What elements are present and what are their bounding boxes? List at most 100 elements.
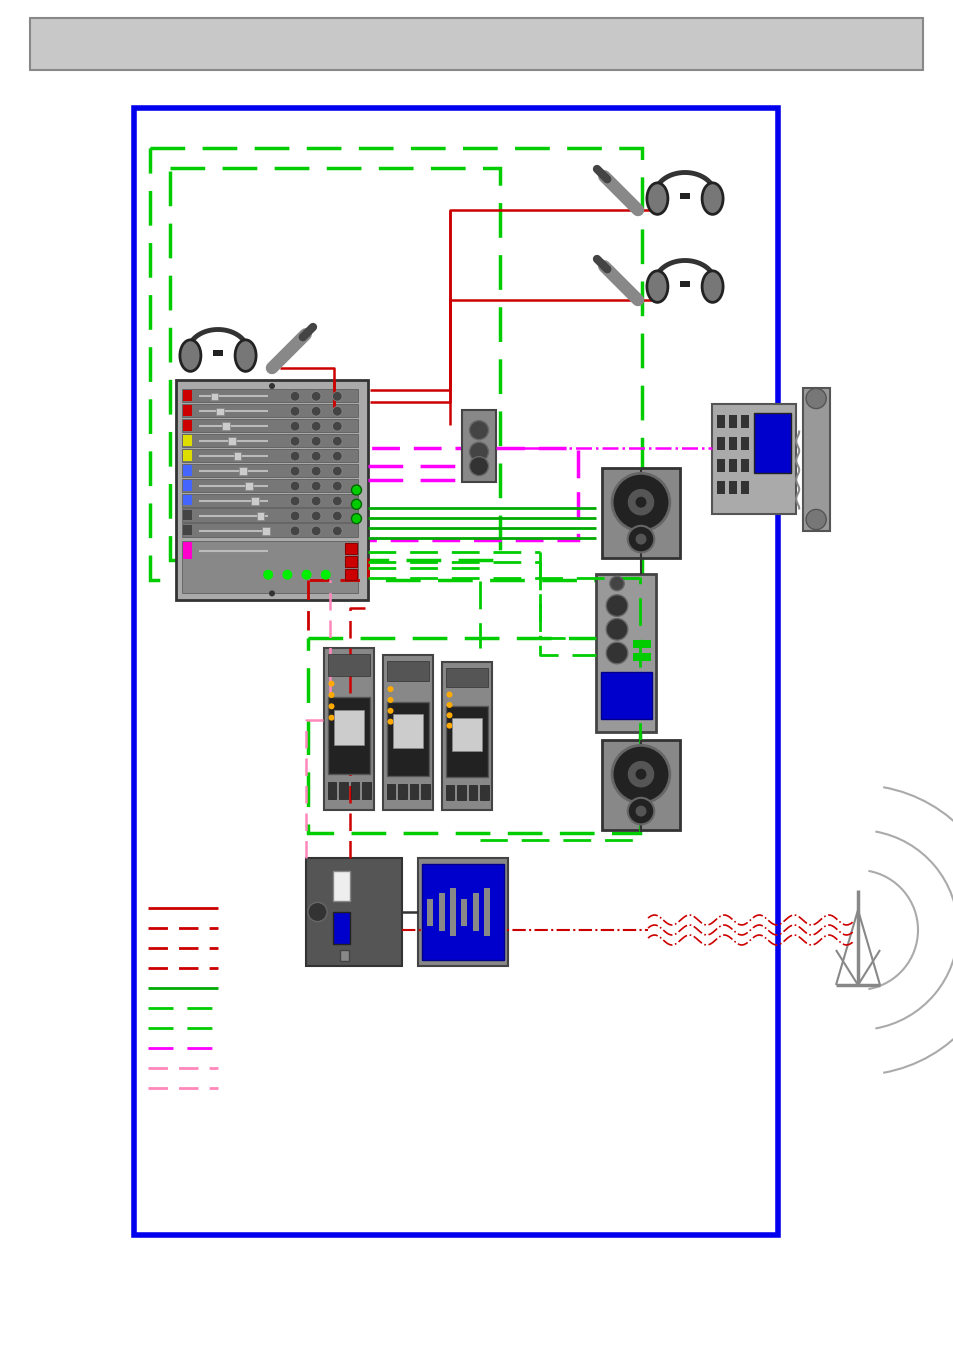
Circle shape xyxy=(290,422,299,431)
Bar xyxy=(452,719,481,751)
Bar xyxy=(183,420,192,431)
Bar xyxy=(306,858,401,966)
Bar xyxy=(480,785,489,800)
Bar xyxy=(393,713,422,748)
Circle shape xyxy=(446,703,452,708)
Bar xyxy=(601,467,679,558)
Bar xyxy=(339,950,349,961)
Bar xyxy=(410,784,418,800)
Circle shape xyxy=(290,511,299,520)
Bar xyxy=(446,667,488,688)
Circle shape xyxy=(311,481,320,490)
Circle shape xyxy=(635,769,646,780)
Bar xyxy=(728,415,737,428)
Circle shape xyxy=(387,697,393,703)
Circle shape xyxy=(311,511,320,520)
Circle shape xyxy=(635,805,646,816)
Circle shape xyxy=(612,473,669,531)
Bar xyxy=(182,508,358,521)
Circle shape xyxy=(605,594,627,616)
Bar xyxy=(256,512,264,520)
Bar xyxy=(308,638,639,834)
Bar xyxy=(183,465,192,476)
Circle shape xyxy=(290,496,299,505)
Circle shape xyxy=(387,719,393,724)
Bar xyxy=(446,785,454,800)
Circle shape xyxy=(333,407,342,416)
Bar xyxy=(333,871,350,901)
Bar xyxy=(740,459,748,473)
Bar xyxy=(345,543,357,554)
Bar xyxy=(469,785,477,800)
Bar xyxy=(216,408,224,415)
Circle shape xyxy=(290,407,299,416)
Bar xyxy=(728,481,737,494)
Circle shape xyxy=(311,496,320,505)
Circle shape xyxy=(609,577,623,590)
Bar xyxy=(711,404,795,513)
Circle shape xyxy=(612,746,669,802)
Bar xyxy=(438,893,444,931)
Circle shape xyxy=(333,511,342,520)
Circle shape xyxy=(263,570,273,580)
Bar xyxy=(362,782,371,798)
Bar xyxy=(427,898,433,925)
Ellipse shape xyxy=(180,340,201,372)
Bar xyxy=(740,415,748,428)
Circle shape xyxy=(333,481,342,490)
Circle shape xyxy=(627,798,654,824)
Bar xyxy=(213,350,223,357)
Ellipse shape xyxy=(701,182,722,215)
Bar xyxy=(211,393,218,400)
Bar xyxy=(182,540,358,593)
Bar xyxy=(472,893,478,931)
Bar xyxy=(753,413,790,473)
Circle shape xyxy=(290,392,299,401)
Bar xyxy=(182,463,358,477)
Bar xyxy=(182,493,358,507)
Bar xyxy=(182,389,358,403)
Bar xyxy=(228,438,235,444)
Bar xyxy=(446,707,488,777)
Bar xyxy=(333,912,350,944)
Bar xyxy=(182,404,358,417)
Circle shape xyxy=(446,712,452,719)
Circle shape xyxy=(311,451,320,461)
Circle shape xyxy=(333,392,342,401)
Circle shape xyxy=(320,570,331,580)
Bar xyxy=(596,574,656,732)
Bar xyxy=(717,481,724,494)
Bar xyxy=(133,108,778,1235)
Bar xyxy=(183,480,192,490)
Bar xyxy=(441,662,492,811)
Circle shape xyxy=(333,466,342,476)
Bar xyxy=(328,697,370,774)
Circle shape xyxy=(446,692,452,697)
Bar xyxy=(457,785,465,800)
Circle shape xyxy=(311,392,320,401)
Bar xyxy=(717,436,724,450)
Circle shape xyxy=(469,442,488,461)
Circle shape xyxy=(328,704,335,709)
Circle shape xyxy=(387,686,393,692)
Ellipse shape xyxy=(234,340,255,372)
Bar xyxy=(717,459,724,473)
Bar xyxy=(450,888,456,936)
Bar xyxy=(182,434,358,447)
Circle shape xyxy=(290,436,299,446)
Bar xyxy=(483,888,490,936)
Bar xyxy=(740,436,748,450)
Circle shape xyxy=(627,761,654,788)
Bar xyxy=(382,655,433,811)
Circle shape xyxy=(328,715,335,720)
Circle shape xyxy=(290,451,299,461)
Bar xyxy=(351,782,359,798)
Ellipse shape xyxy=(646,270,667,303)
Circle shape xyxy=(351,485,361,494)
Circle shape xyxy=(328,681,335,686)
Circle shape xyxy=(301,570,312,580)
Circle shape xyxy=(311,526,320,536)
Bar xyxy=(239,467,247,474)
Bar xyxy=(460,898,467,925)
Bar xyxy=(600,671,651,719)
